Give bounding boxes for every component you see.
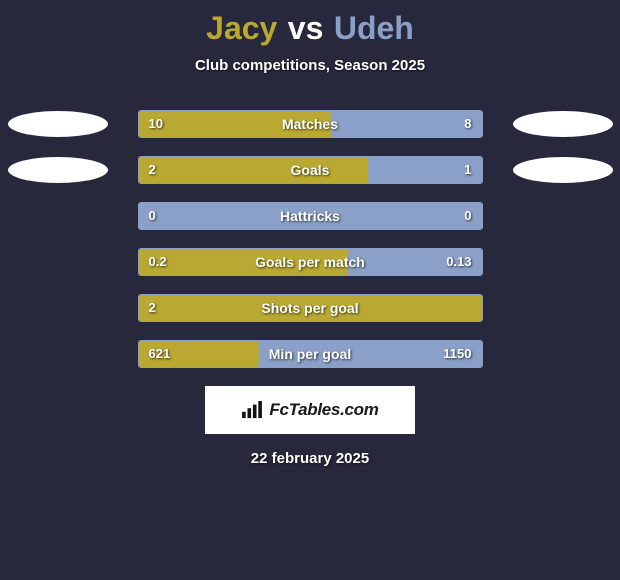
- stat-row: 00Hattricks: [138, 202, 483, 230]
- stat-row: 21Goals: [138, 156, 483, 184]
- title-row: Jacy vs Udeh: [0, 0, 620, 47]
- side-ellipse-right: [513, 157, 613, 183]
- brand-box: FcTables.com: [205, 386, 415, 434]
- brand-chart-icon: [241, 401, 263, 419]
- brand-text: FcTables.com: [269, 400, 378, 420]
- stat-label: Shots per goal: [139, 295, 482, 321]
- date-text: 22 february 2025: [0, 450, 620, 467]
- player2-name: Udeh: [334, 10, 414, 46]
- subtitle: Club competitions, Season 2025: [0, 57, 620, 74]
- stat-row: 108Matches: [138, 110, 483, 138]
- stat-row: 2Shots per goal: [138, 294, 483, 322]
- stat-label: Goals: [139, 157, 482, 183]
- stat-label: Min per goal: [139, 341, 482, 367]
- stats-container: 108Matches 21Goals 00Hattricks 0.20.13Goals…: [138, 110, 483, 368]
- stat-label: Goals per match: [139, 249, 482, 275]
- stat-row: 6211150Min per goal: [138, 340, 483, 368]
- side-ellipse-left: [8, 111, 108, 137]
- player1-name: Jacy: [206, 10, 277, 46]
- stat-row: 0.20.13Goals per match: [138, 248, 483, 276]
- stat-label: Hattricks: [139, 203, 482, 229]
- side-ellipse-right: [513, 111, 613, 137]
- vs-text: vs: [288, 10, 324, 46]
- stat-label: Matches: [139, 111, 482, 137]
- side-ellipse-left: [8, 157, 108, 183]
